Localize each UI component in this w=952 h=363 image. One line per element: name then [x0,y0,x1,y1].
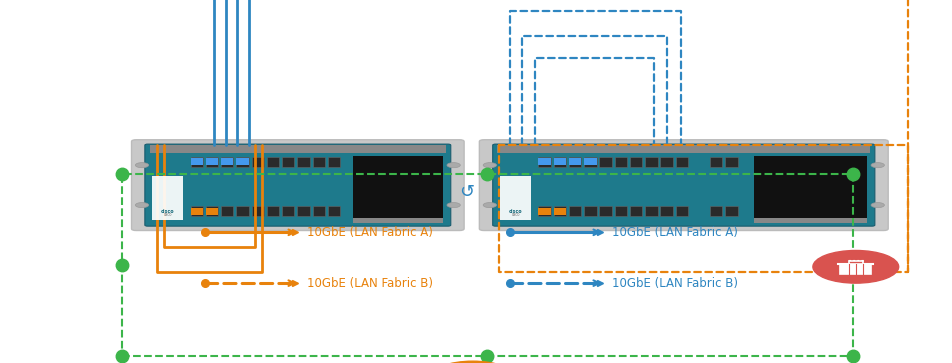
Bar [297,157,309,167]
FancyBboxPatch shape [145,144,450,226]
Bar [660,157,672,167]
Bar [614,206,626,216]
Bar [538,158,550,165]
Circle shape [483,163,496,168]
Bar [500,176,530,220]
Bar [538,206,550,216]
Circle shape [135,203,149,208]
Bar [553,158,565,165]
Bar [190,206,203,216]
Bar [660,206,672,216]
Bar [675,206,687,216]
Bar [848,261,862,264]
Bar [206,208,218,215]
Bar [553,206,565,216]
Text: 10GbE (LAN Fabric B): 10GbE (LAN Fabric B) [307,277,432,290]
Bar [149,145,446,153]
Bar [312,206,325,216]
Bar [724,157,737,167]
Bar [206,157,218,167]
Bar [190,208,203,215]
Circle shape [446,163,460,168]
Text: ↺: ↺ [459,183,474,201]
Text: ⬚: ⬚ [845,257,864,276]
Circle shape [483,203,496,208]
Bar [206,158,218,165]
Bar [152,176,183,220]
Bar [267,206,279,216]
Bar [206,206,218,216]
FancyBboxPatch shape [479,140,887,231]
Bar [352,218,443,223]
Bar [236,158,248,165]
Circle shape [870,163,883,168]
Bar [267,157,279,167]
Bar [297,206,309,216]
Bar [584,157,596,167]
Text: cisco: cisco [508,209,522,214]
Bar [709,206,722,216]
Circle shape [135,163,149,168]
Circle shape [870,203,883,208]
Bar [724,206,737,216]
Text: 10GbE (LAN Fabric B): 10GbE (LAN Fabric B) [611,277,737,290]
Bar [538,157,550,167]
FancyBboxPatch shape [131,140,464,231]
Text: cisco: cisco [161,209,174,214]
Bar [251,206,264,216]
Bar [282,206,294,216]
Bar [584,158,596,165]
Bar [568,157,581,167]
Bar [629,206,642,216]
Text: CISCO: CISCO [511,213,519,217]
Bar [645,206,657,216]
Bar [753,156,866,221]
FancyBboxPatch shape [492,144,874,226]
Bar [122,174,852,356]
Bar [251,157,264,167]
Text: 10GbE (LAN Fabric A): 10GbE (LAN Fabric A) [611,226,737,239]
Bar [236,206,248,216]
Bar [327,206,340,216]
Bar [553,157,565,167]
Text: 10GbE (LAN Fabric A): 10GbE (LAN Fabric A) [307,226,432,239]
Bar [312,157,325,167]
Bar [553,208,565,215]
Bar [709,157,722,167]
Bar [629,157,642,167]
Bar [236,157,248,167]
Bar [645,157,657,167]
Bar [221,157,233,167]
Bar [675,157,687,167]
Text: CISCO: CISCO [164,213,171,217]
Bar [614,157,626,167]
Circle shape [446,203,460,208]
Bar [352,156,443,221]
Bar [599,206,611,216]
Bar [190,158,203,165]
Bar [840,264,870,274]
Bar [568,158,581,165]
Circle shape [812,250,898,283]
Bar [584,206,596,216]
Bar [599,157,611,167]
Circle shape [429,361,515,363]
Bar [282,157,294,167]
Bar [753,218,866,223]
Bar [497,145,869,153]
Bar [327,157,340,167]
Bar [538,208,550,215]
Bar [221,206,233,216]
Bar [568,206,581,216]
Bar [190,157,203,167]
Bar [221,158,233,165]
